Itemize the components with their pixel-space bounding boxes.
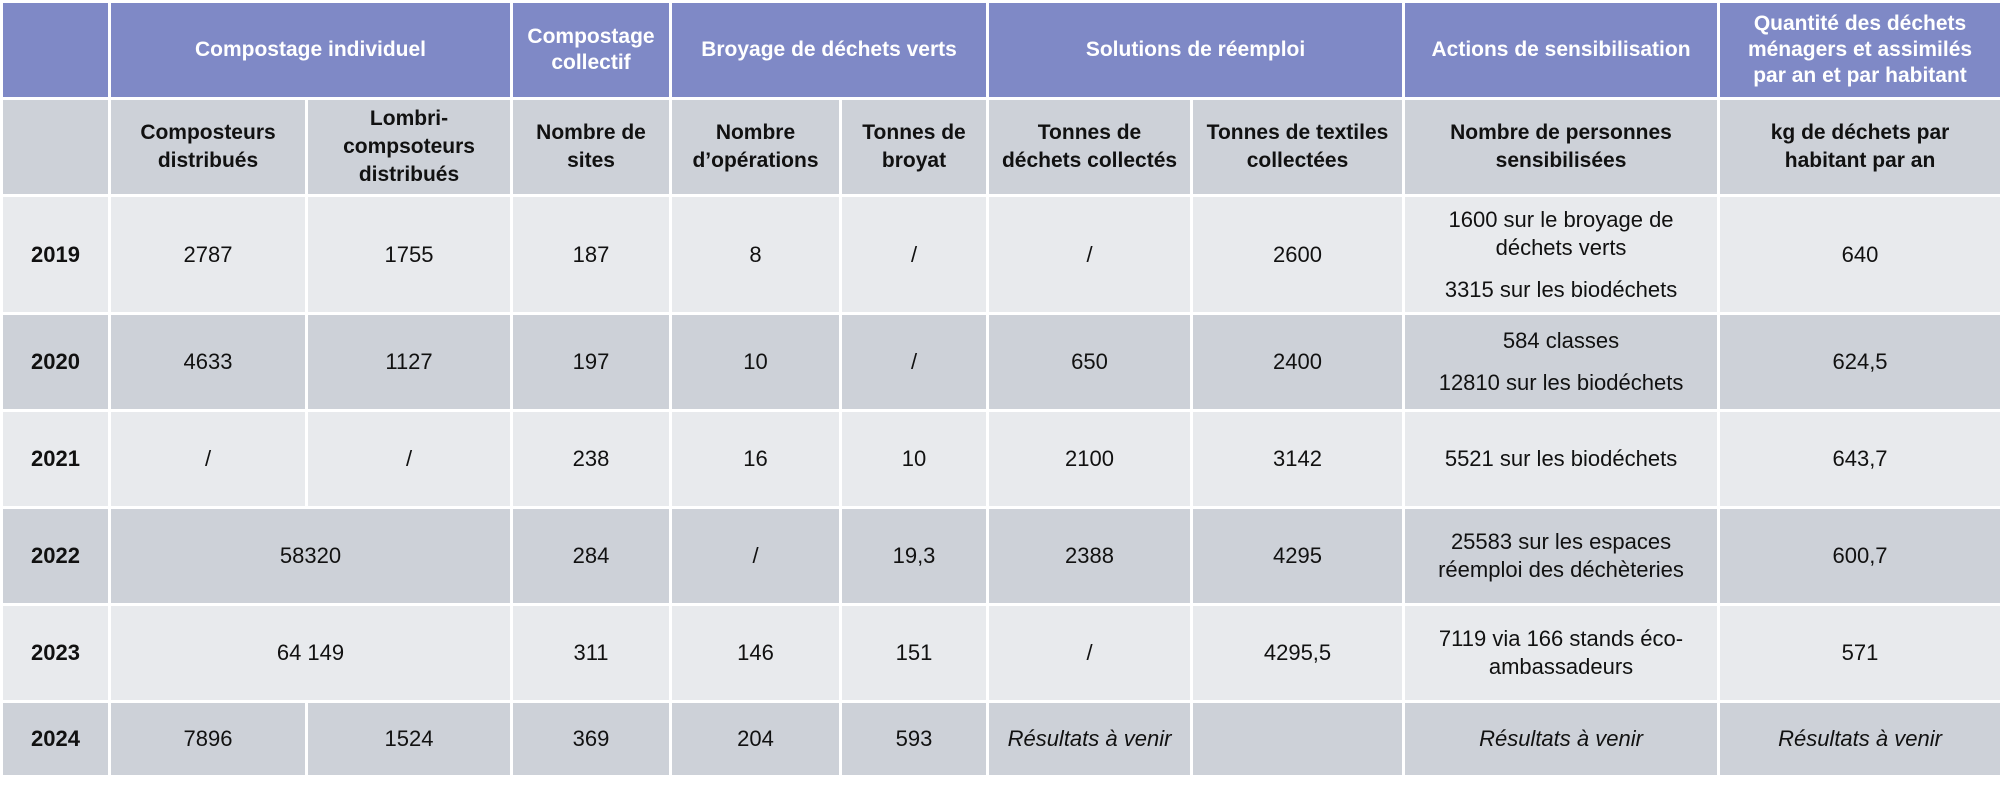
broyat-cell: 10 [838, 409, 990, 509]
year-cell: 2020 [0, 312, 111, 412]
sensibilisation-cell: 1600 sur le broyage de déchets verts 331… [1402, 194, 1721, 315]
kg-cell: 600,7 [1717, 506, 2000, 606]
table-row-2022: 2022 58320 284 / 19,3 2388 4295 25583 su… [0, 506, 2000, 606]
kg-cell: Résultats à venir [1717, 700, 2000, 778]
year-cell: 2024 [0, 700, 111, 778]
table-row-2020: 2020 4633 1127 197 10 / 650 2400 584 cla… [0, 312, 2000, 412]
sub-header-sites: Nombre de sites [510, 97, 672, 197]
group-header-compostage-collectif: Compostage collectif [510, 0, 672, 100]
textiles-cell: 2400 [1190, 312, 1406, 412]
sub-header-empty [0, 97, 111, 197]
sensibilisation-cell: 7119 via 166 stands éco-ambassadeurs [1402, 603, 1721, 703]
year-cell: 2023 [0, 603, 111, 703]
year-cell: 2021 [0, 409, 111, 509]
composteurs-cell: 7896 [108, 700, 308, 778]
sub-header-kg: kg de déchets par habitant par an [1717, 97, 2000, 197]
sensibilisation-cell: 25583 sur les espaces réemploi des déchè… [1402, 506, 1721, 606]
sites-cell: 187 [510, 194, 672, 315]
group-header-sensibilisation: Actions de sensibilisation [1402, 0, 1721, 100]
sensibilisation-line: 12810 sur les biodéchets [1438, 370, 1684, 395]
sensibilisation-line: 1600 sur le broyage de déchets verts [1448, 206, 1674, 260]
broyat-cell: 151 [838, 603, 990, 703]
composteurs-cell: / [108, 409, 308, 509]
year-cell: 2019 [0, 194, 111, 315]
group-header-broyage: Broyage de déchets verts [668, 0, 990, 100]
textiles-cell: 2600 [1190, 194, 1406, 315]
sub-header-textiles: Tonnes de textiles collectées [1190, 97, 1406, 197]
group-header-compostage-individuel: Compostage individuel [108, 0, 513, 100]
broyat-cell: / [838, 194, 990, 315]
operations-cell: 16 [669, 409, 842, 509]
sub-header-composteurs: Composteurs distribués [108, 97, 308, 197]
sites-cell: 369 [510, 700, 672, 778]
dechets-collectes-cell: Résultats à venir [986, 700, 1194, 778]
table-row-2021: 2021 / / 238 16 10 2100 3142 5521 sur le… [0, 409, 2000, 509]
textiles-cell: 3142 [1190, 409, 1406, 509]
sites-cell: 311 [510, 603, 672, 703]
sensibilisation-line: 7119 via 166 stands éco-ambassadeurs [1438, 626, 1684, 679]
sites-cell: 238 [510, 409, 672, 509]
textiles-cell [1190, 700, 1406, 778]
sub-header-dechets-collectes: Tonnes de déchets collectés [986, 97, 1194, 197]
kg-cell: 643,7 [1717, 409, 2000, 509]
dechets-collectes-cell: 650 [986, 312, 1194, 412]
operations-cell: 146 [669, 603, 842, 703]
sub-header-lombri: Lombri-compsoteurs distribués [305, 97, 513, 197]
waste-statistics-table: Compostage individuel Compostage collect… [0, 0, 2000, 778]
corner-cell [0, 0, 111, 100]
year-cell: 2022 [0, 506, 111, 606]
sub-header-broyat: Tonnes de broyat [838, 97, 990, 197]
sites-cell: 284 [510, 506, 672, 606]
group-header-quantite: Quantité des déchets ménagers et assimil… [1717, 0, 2000, 100]
sensibilisation-cell: 584 classes 12810 sur les biodéchets [1402, 312, 1721, 412]
composteurs-cell: 4633 [108, 312, 308, 412]
kg-cell: 640 [1717, 194, 2000, 315]
textiles-cell: 4295 [1190, 506, 1406, 606]
sensibilisation-line: 25583 sur les espaces réemploi des déchè… [1438, 529, 1684, 582]
sub-header-operations: Nombre d’opérations [669, 97, 842, 197]
kg-cell: 624,5 [1717, 312, 2000, 412]
lombri-cell: / [305, 409, 513, 509]
lombri-cell: 1127 [305, 312, 513, 412]
dechets-collectes-cell: 2100 [986, 409, 1194, 509]
textiles-cell: 4295,5 [1190, 603, 1406, 703]
operations-cell: 10 [669, 312, 842, 412]
composteurs-cell: 2787 [108, 194, 308, 315]
sub-header-row: Composteurs distribués Lombri-compsoteur… [0, 97, 2000, 197]
broyat-cell: 593 [838, 700, 990, 778]
operations-cell: / [669, 506, 842, 606]
sensibilisation-line: 3315 sur les biodéchets [1444, 276, 1678, 302]
table-row-2024: 2024 7896 1524 369 204 593 Résultats à v… [0, 700, 2000, 778]
sensibilisation-cell: Résultats à venir [1402, 700, 1721, 778]
sub-header-personnes: Nombre de personnes sensibilisées [1402, 97, 1721, 197]
lombri-cell: 1524 [305, 700, 513, 778]
compostage-individuel-combined-cell: 58320 [108, 506, 513, 606]
dechets-collectes-cell: / [986, 194, 1194, 315]
table-row-2023: 2023 64 149 311 146 151 / 4295,5 7119 vi… [0, 603, 2000, 703]
broyat-cell: 19,3 [838, 506, 990, 606]
sensibilisation-line: 584 classes [1502, 328, 1620, 353]
sensibilisation-cell: 5521 sur les biodéchets [1402, 409, 1721, 509]
compostage-individuel-combined-cell: 64 149 [108, 603, 513, 703]
group-header-row: Compostage individuel Compostage collect… [0, 0, 2000, 100]
dechets-collectes-cell: 2388 [986, 506, 1194, 606]
operations-cell: 8 [669, 194, 842, 315]
sensibilisation-line: 5521 sur les biodéchets [1444, 446, 1678, 471]
lombri-cell: 1755 [305, 194, 513, 315]
kg-cell: 571 [1717, 603, 2000, 703]
sites-cell: 197 [510, 312, 672, 412]
table-row-2019: 2019 2787 1755 187 8 / / 2600 1600 sur l… [0, 194, 2000, 315]
dechets-collectes-cell: / [986, 603, 1194, 703]
operations-cell: 204 [669, 700, 842, 778]
group-header-reemploi: Solutions de réemploi [986, 0, 1406, 100]
broyat-cell: / [838, 312, 990, 412]
